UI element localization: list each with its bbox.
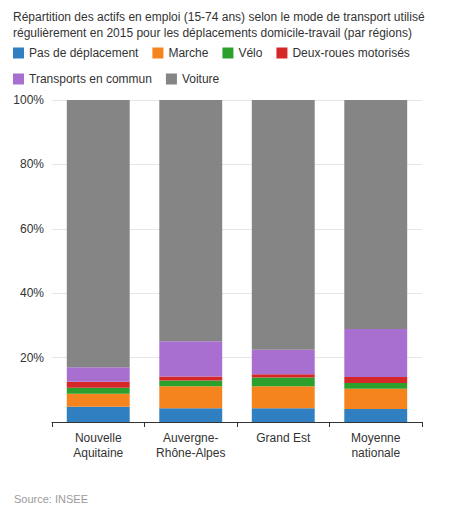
svg-text:60%: 60% (20, 222, 44, 236)
svg-text:Source: INSEE: Source: INSEE (14, 493, 88, 505)
svg-text:Vélo: Vélo (238, 46, 262, 60)
svg-text:20%: 20% (20, 351, 44, 365)
svg-text:Moyenne: Moyenne (351, 431, 401, 445)
svg-text:40%: 40% (20, 286, 44, 300)
svg-text:Aquitaine: Aquitaine (73, 446, 123, 460)
svg-text:Répartition des actifs en empl: Répartition des actifs en emploi (15-74 … (13, 10, 428, 24)
svg-text:Auvergne-: Auvergne- (163, 431, 218, 445)
svg-text:Pas de déplacement: Pas de déplacement (29, 46, 139, 60)
svg-text:Voiture: Voiture (182, 72, 220, 86)
svg-text:régulièrement en 2015 pour les: régulièrement en 2015 pour les déplaceme… (13, 26, 412, 40)
svg-text:Grand Est: Grand Est (256, 431, 311, 445)
svg-text:Deux-roues motorisés: Deux-roues motorisés (292, 46, 409, 60)
svg-text:Nouvelle: Nouvelle (75, 431, 122, 445)
svg-text:Marche: Marche (168, 46, 208, 60)
svg-text:Transports en commun: Transports en commun (29, 72, 152, 86)
svg-text:Rhône-Alpes: Rhône-Alpes (156, 446, 225, 460)
svg-text:80%: 80% (20, 157, 44, 171)
svg-text:100%: 100% (13, 93, 44, 107)
svg-text:nationale: nationale (351, 446, 400, 460)
